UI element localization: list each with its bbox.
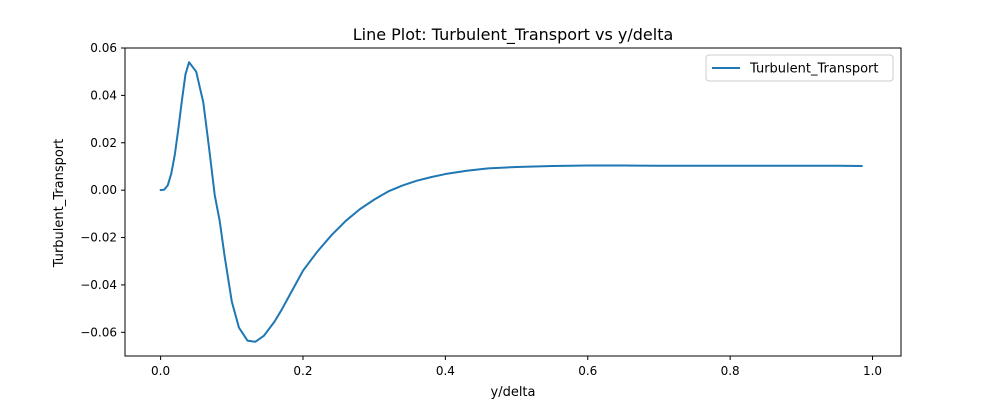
y-tick-label: −0.02 [80, 231, 117, 245]
plot-area: 0.0 0.2 0.4 0.6 0.8 1.0 −0.06 −0.04 −0.02 0.00 0.0… [80, 41, 902, 378]
x-tick-label: 0.4 [436, 364, 455, 378]
legend: Turbulent_Transport [705, 54, 894, 82]
axes-frame [124, 47, 902, 357]
y-tick-label: 0.00 [90, 183, 117, 197]
y-tick-label: −0.06 [80, 325, 117, 339]
y-tick-label: 0.04 [90, 88, 117, 102]
y-tick-label: −0.04 [80, 278, 117, 292]
x-tick-label: 0.6 [578, 364, 597, 378]
legend-label: Turbulent_Transport [749, 62, 879, 77]
x-tick-label: 1.0 [863, 364, 882, 378]
y-tick-label: 0.02 [90, 136, 117, 150]
x-tick-label: 0.0 [151, 364, 170, 378]
x-axis-label: y/delta [491, 385, 536, 400]
legend-box [705, 54, 894, 82]
x-tick-label: 0.2 [293, 364, 312, 378]
y-tick-label: 0.06 [90, 41, 117, 55]
chart-title: Line Plot: Turbulent_Transport vs y/delt… [353, 25, 674, 45]
x-tick-label: 0.8 [721, 364, 740, 378]
series-line-0 [159, 61, 863, 343]
y-axis-label: Turbulent_Transport [52, 139, 67, 269]
